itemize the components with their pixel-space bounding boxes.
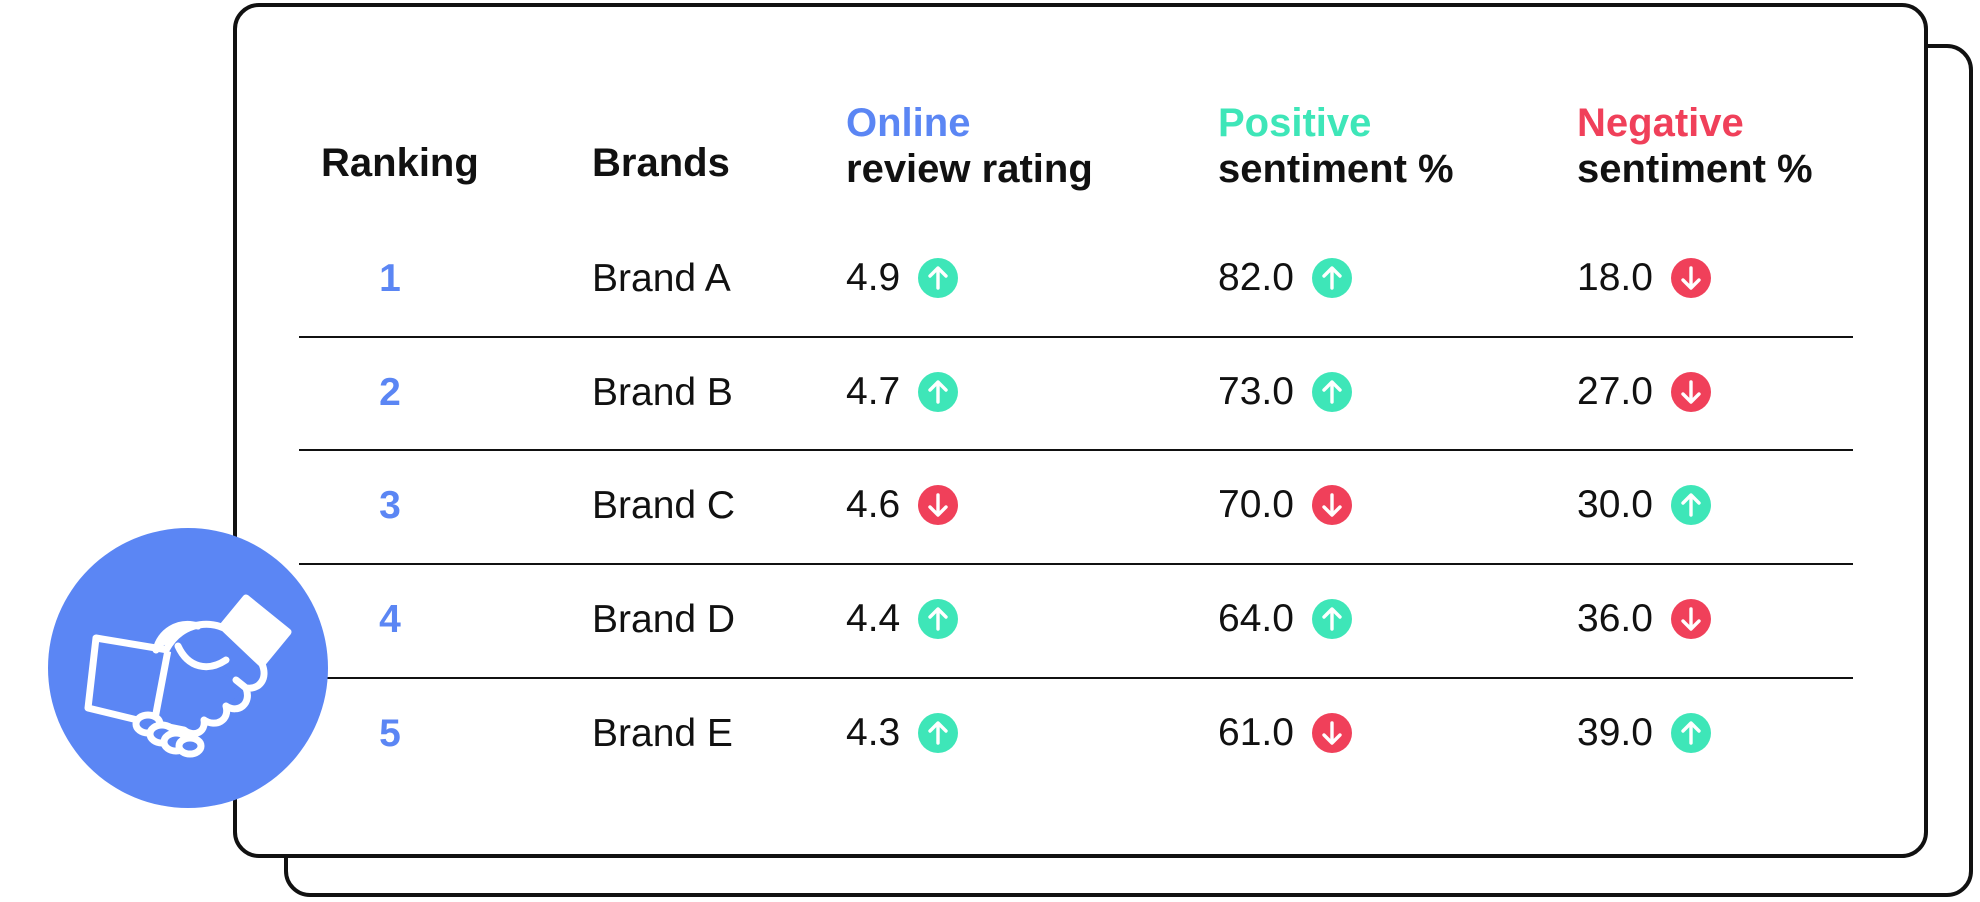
header-positive-rest: sentiment % [1218, 147, 1454, 191]
header-positive: Positive sentiment % [1218, 100, 1454, 192]
arrow-down-icon [1670, 258, 1711, 298]
positive-value: 73.0 [1218, 370, 1294, 413]
rank-number: 3 [379, 484, 401, 527]
rating-value: 4.9 [846, 256, 901, 299]
brand-name: Brand E [592, 712, 733, 755]
rating-value: 4.6 [846, 483, 901, 526]
rank-number: 5 [379, 712, 401, 755]
negative-value: 18.0 [1577, 256, 1653, 299]
arrow-up-icon [1670, 713, 1711, 753]
header-ranking: Ranking [321, 141, 479, 185]
arrow-up-icon [918, 599, 959, 639]
ranking-card [233, 3, 1928, 858]
arrow-down-icon [1670, 599, 1711, 639]
header-brands: Brands [592, 141, 730, 185]
arrow-up-icon [1311, 258, 1352, 298]
negative-value: 27.0 [1577, 370, 1653, 413]
positive-cell: 82.0 [1218, 255, 1352, 301]
rating-cell: 4.3 [846, 710, 959, 756]
rank-number: 4 [379, 598, 401, 641]
rating-value: 4.7 [846, 370, 901, 413]
arrow-up-icon [918, 258, 959, 298]
arrow-up-icon [1311, 372, 1352, 412]
positive-value: 61.0 [1218, 711, 1294, 754]
rating-value: 4.4 [846, 597, 901, 640]
positive-cell: 61.0 [1218, 710, 1352, 756]
row-divider [299, 336, 1853, 338]
handshake-badge [48, 528, 328, 808]
brand-name: Brand A [592, 257, 731, 300]
arrow-up-icon [918, 372, 959, 412]
negative-cell: 30.0 [1577, 482, 1711, 528]
brand-name: Brand D [592, 598, 736, 641]
arrow-up-icon [1670, 485, 1711, 525]
rank-number: 1 [379, 257, 401, 300]
arrow-up-icon [1311, 599, 1352, 639]
arrow-down-icon [1311, 713, 1352, 753]
negative-value: 39.0 [1577, 711, 1653, 754]
header-rating-rest: review rating [846, 147, 1093, 191]
negative-cell: 27.0 [1577, 369, 1711, 415]
positive-cell: 70.0 [1218, 482, 1352, 528]
negative-value: 36.0 [1577, 597, 1653, 640]
rating-cell: 4.7 [846, 369, 959, 415]
row-divider [299, 449, 1853, 451]
positive-cell: 64.0 [1218, 596, 1352, 642]
header-negative: Negative sentiment % [1577, 100, 1813, 192]
header-positive-highlight: Positive [1218, 101, 1372, 145]
brand-name: Brand B [592, 371, 733, 414]
positive-value: 82.0 [1218, 256, 1294, 299]
negative-cell: 36.0 [1577, 596, 1711, 642]
positive-value: 70.0 [1218, 483, 1294, 526]
arrow-down-icon [1670, 372, 1711, 412]
arrow-down-icon [918, 485, 959, 525]
handshake-icon [84, 594, 292, 758]
rating-cell: 4.4 [846, 596, 959, 642]
negative-cell: 18.0 [1577, 255, 1711, 301]
rank-number: 2 [379, 371, 401, 414]
negative-value: 30.0 [1577, 483, 1653, 526]
negative-cell: 39.0 [1577, 710, 1711, 756]
brand-name: Brand C [592, 484, 736, 527]
rating-cell: 4.6 [846, 482, 959, 528]
header-negative-highlight: Negative [1577, 101, 1744, 145]
positive-value: 64.0 [1218, 597, 1294, 640]
rating-cell: 4.9 [846, 255, 959, 301]
header-rating: Online review rating [846, 100, 1093, 192]
positive-cell: 73.0 [1218, 369, 1352, 415]
header-negative-rest: sentiment % [1577, 147, 1813, 191]
row-divider [299, 677, 1853, 679]
row-divider [299, 563, 1853, 565]
arrow-up-icon [918, 713, 959, 753]
rating-value: 4.3 [846, 711, 901, 754]
header-rating-highlight: Online [846, 101, 971, 145]
arrow-down-icon [1311, 485, 1352, 525]
